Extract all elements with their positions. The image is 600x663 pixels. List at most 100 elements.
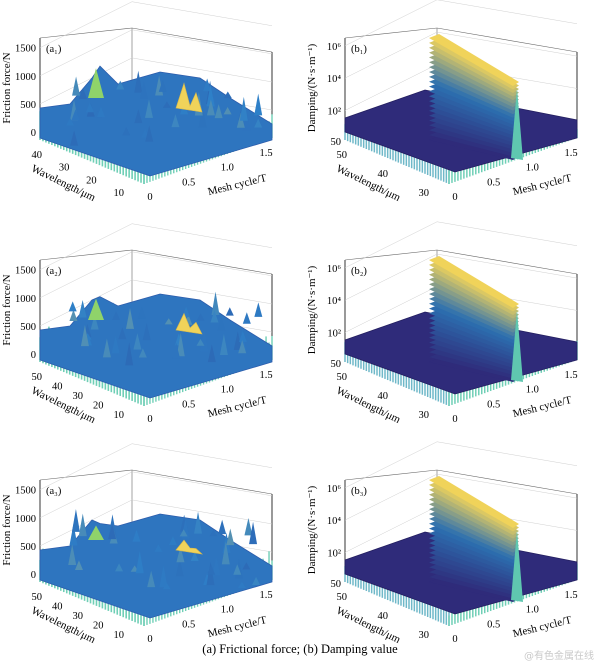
chart-panel: 10² 10⁴ 10⁶ 50 Damping/(N·s·m⁻¹) (b₃) 0 0.5 1.0 1… (306, 441, 578, 647)
z-gridline (39, 443, 133, 490)
x-axis-label: Mesh cycle/T (207, 614, 269, 640)
surface-peak (88, 298, 104, 320)
surface-ridge (254, 118, 263, 128)
surface-ridge (69, 523, 78, 546)
surface-ridge (78, 513, 87, 537)
y-tick-label: 40 (32, 150, 43, 161)
x-tick-label: 1.0 (221, 385, 234, 396)
z-axis-label: Damping/(N·s·m⁻¹) (306, 485, 318, 574)
surface-ridge (159, 565, 168, 588)
surface-ridge (219, 333, 228, 356)
surface-band (429, 514, 519, 557)
left-top-edge (344, 469, 438, 481)
y-tick-label: 40 (378, 391, 389, 402)
surface-band (429, 38, 519, 90)
surface-peak (175, 82, 203, 113)
surface-ridge (207, 564, 216, 575)
z-gridline (344, 31, 438, 79)
y-tick-label: 30 (73, 611, 84, 622)
x-axis-label: Mesh cycle/T (207, 394, 269, 420)
surface-band (429, 275, 519, 323)
surface-group (39, 291, 273, 406)
y-tick-label: 30 (59, 163, 70, 174)
surface-band (429, 534, 519, 571)
surface-ridge (66, 117, 75, 126)
surface-group (344, 476, 578, 626)
surface-band (429, 485, 519, 536)
z-gridline (131, 251, 273, 277)
panel-label: (a₂) (46, 266, 62, 277)
surface-band (429, 495, 519, 543)
surface-ridge (116, 80, 125, 90)
back-top-edge (131, 469, 273, 495)
figure-caption: (a) Frictional force; (b) Damping value (202, 642, 398, 656)
x-tick-label: 0 (452, 192, 457, 203)
surface-band (429, 348, 519, 375)
surface-band (429, 333, 519, 365)
surface-band (429, 294, 519, 337)
surface-ridge (69, 309, 78, 321)
x-tick-label: 0.5 (487, 399, 500, 410)
surface-ridge (212, 556, 221, 576)
surface-ridge (111, 335, 120, 354)
z-gridline (344, 253, 438, 301)
surface-band (429, 343, 519, 372)
surface-ridge (176, 332, 185, 357)
surface-peak (88, 525, 104, 540)
surface-band (429, 563, 519, 592)
surface-ridge (158, 79, 167, 92)
surface-ridge (203, 78, 212, 92)
back-top-edge (131, 249, 273, 275)
surface-band (429, 353, 519, 379)
surface-ridge (135, 550, 144, 574)
surface-peak (175, 312, 203, 335)
x-tick-label: 0.5 (487, 619, 500, 630)
y-tick-label: 10 (114, 630, 125, 641)
back-top-edge (436, 249, 578, 275)
surface-band (429, 265, 519, 316)
surface-ridge (233, 564, 242, 575)
surface-band (429, 324, 519, 358)
z-tick-label: 0 (31, 350, 36, 361)
surface-band (429, 106, 519, 139)
z-tick-label: 10² (327, 106, 341, 117)
surface-band (429, 319, 519, 354)
y-tick-label: 50 (32, 372, 43, 383)
surface-band (429, 256, 519, 308)
surface-peak (175, 539, 203, 555)
surface-spike (511, 530, 523, 602)
surface-ridge (162, 101, 171, 108)
y-axis-label: Wavelength/μm (334, 605, 402, 647)
surface-ridge (209, 529, 218, 537)
x-tick-label: 0 (147, 634, 152, 645)
surface-band (429, 519, 519, 560)
surface-band (429, 126, 519, 153)
x-tick-label: 0.5 (182, 177, 195, 188)
x-tick-label: 0 (147, 414, 152, 425)
surface-ridge (223, 91, 232, 99)
left-top-edge (344, 249, 438, 261)
surface-ridge (147, 570, 156, 588)
surface-band (429, 92, 519, 129)
surface-ridge (90, 314, 99, 330)
x-tick-label: 0.5 (182, 399, 195, 410)
surface-ridge (70, 130, 79, 146)
surface-ridge (108, 524, 117, 540)
y-tick-label: 50 (337, 372, 348, 383)
z-tick-label: 10² (327, 548, 341, 559)
surface-band (429, 77, 519, 118)
z-gridline (39, 223, 133, 270)
surface-band (429, 270, 519, 319)
y-tick-label: 40 (378, 611, 389, 622)
surface-ridge (218, 519, 227, 535)
surface-band (429, 68, 519, 111)
surface-group (39, 508, 273, 626)
z-tick-label: 50 (331, 579, 342, 590)
z-tick-label: 10⁴ (327, 74, 342, 85)
z-tick-label: 10⁴ (327, 516, 342, 527)
surface-ridge (138, 348, 147, 358)
surface-ridge (196, 338, 205, 346)
z-gridline (39, 471, 133, 519)
surface-band (429, 505, 519, 550)
